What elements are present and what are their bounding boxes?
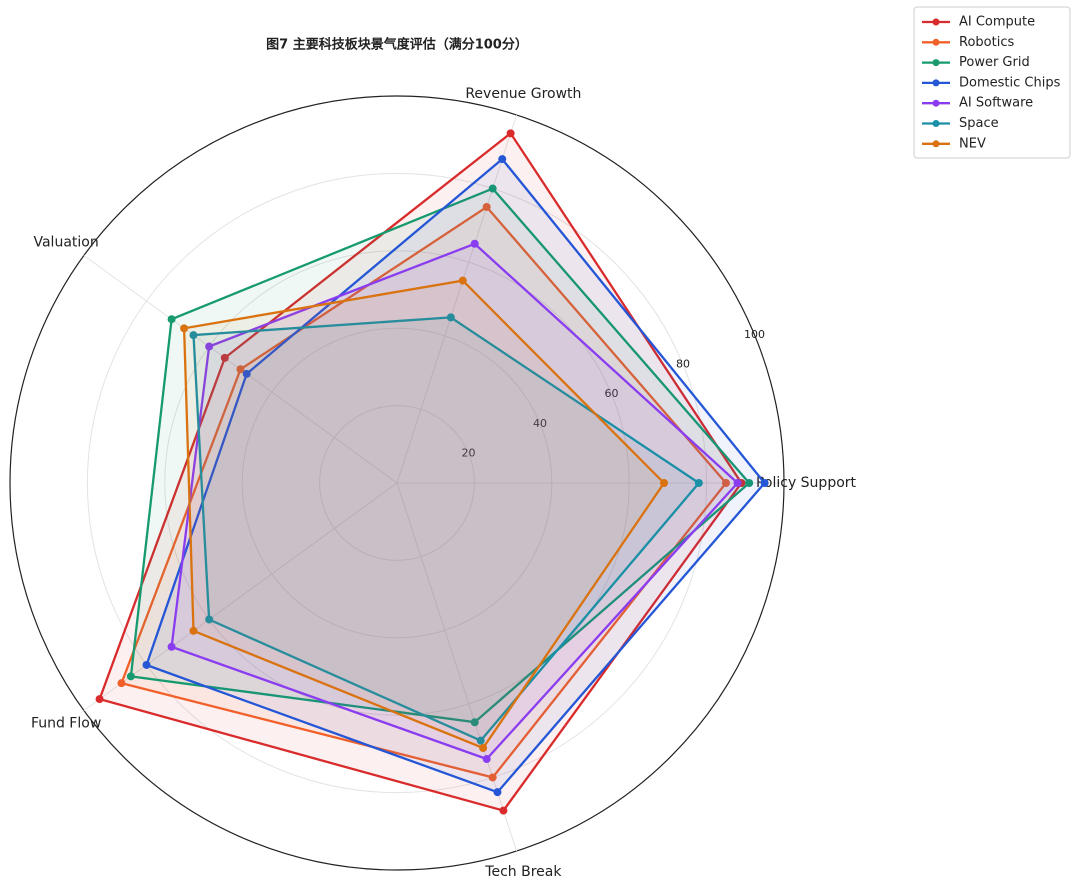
data-point bbox=[482, 202, 491, 211]
legend-label: NEV bbox=[959, 136, 986, 151]
legend-marker bbox=[932, 59, 940, 67]
data-point bbox=[760, 479, 769, 487]
legend-label: Domestic Chips bbox=[959, 75, 1061, 90]
series-line bbox=[182, 279, 666, 750]
data-point bbox=[242, 369, 251, 378]
data-point bbox=[205, 342, 214, 351]
data-point bbox=[745, 479, 754, 487]
spoke bbox=[83, 482, 398, 711]
series-line bbox=[145, 157, 767, 794]
category-label: Fund Flow bbox=[31, 715, 101, 731]
legend-label: AI Software bbox=[959, 96, 1033, 111]
series-line bbox=[119, 205, 728, 779]
spoke bbox=[396, 114, 518, 484]
legend-label: Space bbox=[959, 116, 999, 131]
radial-tick-label: 20 bbox=[462, 446, 476, 459]
data-point bbox=[126, 672, 135, 681]
legend-marker bbox=[932, 79, 940, 87]
series-area bbox=[184, 280, 664, 748]
series-area bbox=[146, 159, 765, 793]
data-point bbox=[117, 679, 126, 688]
radial-tick-label: 100 bbox=[744, 328, 765, 341]
data-point bbox=[660, 479, 669, 487]
data-point bbox=[498, 155, 507, 164]
data-point bbox=[458, 276, 467, 285]
data-point bbox=[470, 239, 479, 248]
grid: 20 40 60 80 100 Policy Support Revenue Growth V… bbox=[9, 86, 857, 880]
series-line bbox=[129, 187, 751, 724]
data-point bbox=[167, 642, 176, 651]
data-point bbox=[167, 315, 176, 324]
data-point bbox=[180, 324, 189, 333]
data-point bbox=[488, 773, 497, 782]
series-area bbox=[171, 243, 738, 760]
legend-marker bbox=[932, 18, 940, 26]
data-point bbox=[142, 660, 151, 669]
data-point bbox=[499, 806, 508, 815]
radial-tick-label: 80 bbox=[676, 358, 690, 371]
data-point bbox=[236, 365, 245, 374]
legend-box bbox=[913, 6, 1071, 159]
category-label: Valuation bbox=[33, 235, 98, 251]
series-line bbox=[98, 131, 743, 812]
radial-tick-label: 40 bbox=[533, 417, 547, 430]
category-label: Policy Support bbox=[756, 475, 857, 491]
radial-tick-label: 60 bbox=[605, 387, 619, 400]
data-point bbox=[476, 736, 485, 745]
data-point bbox=[220, 353, 229, 362]
series-layer bbox=[95, 129, 769, 815]
legend-label: Robotics bbox=[959, 35, 1014, 50]
series-area bbox=[130, 188, 750, 723]
data-point bbox=[694, 479, 703, 487]
category-label: Tech Break bbox=[484, 864, 562, 880]
legend-marker bbox=[932, 38, 940, 46]
data-point bbox=[488, 184, 497, 193]
data-point bbox=[205, 615, 214, 624]
data-point bbox=[189, 626, 198, 635]
data-point bbox=[479, 744, 488, 753]
legend-marker bbox=[932, 140, 940, 148]
legend-marker bbox=[932, 99, 940, 107]
data-point bbox=[733, 479, 742, 487]
legend-label: Power Grid bbox=[959, 55, 1030, 70]
data-point bbox=[95, 695, 104, 704]
data-point bbox=[482, 755, 491, 764]
data-point bbox=[446, 313, 455, 322]
legend-marker bbox=[932, 120, 940, 127]
data-point bbox=[721, 479, 730, 487]
data-point bbox=[493, 788, 502, 797]
series-area bbox=[193, 317, 699, 741]
data-point bbox=[189, 331, 198, 340]
chart-title: 图7 主要科技板块景气度评估（满分100分） bbox=[266, 37, 528, 53]
category-label: Revenue Growth bbox=[465, 86, 581, 102]
data-point bbox=[470, 718, 479, 727]
data-point bbox=[506, 129, 515, 138]
legend-label: AI Compute bbox=[959, 15, 1035, 30]
legend: AI Compute Robotics Power Grid Domestic Chi… bbox=[913, 6, 1071, 159]
